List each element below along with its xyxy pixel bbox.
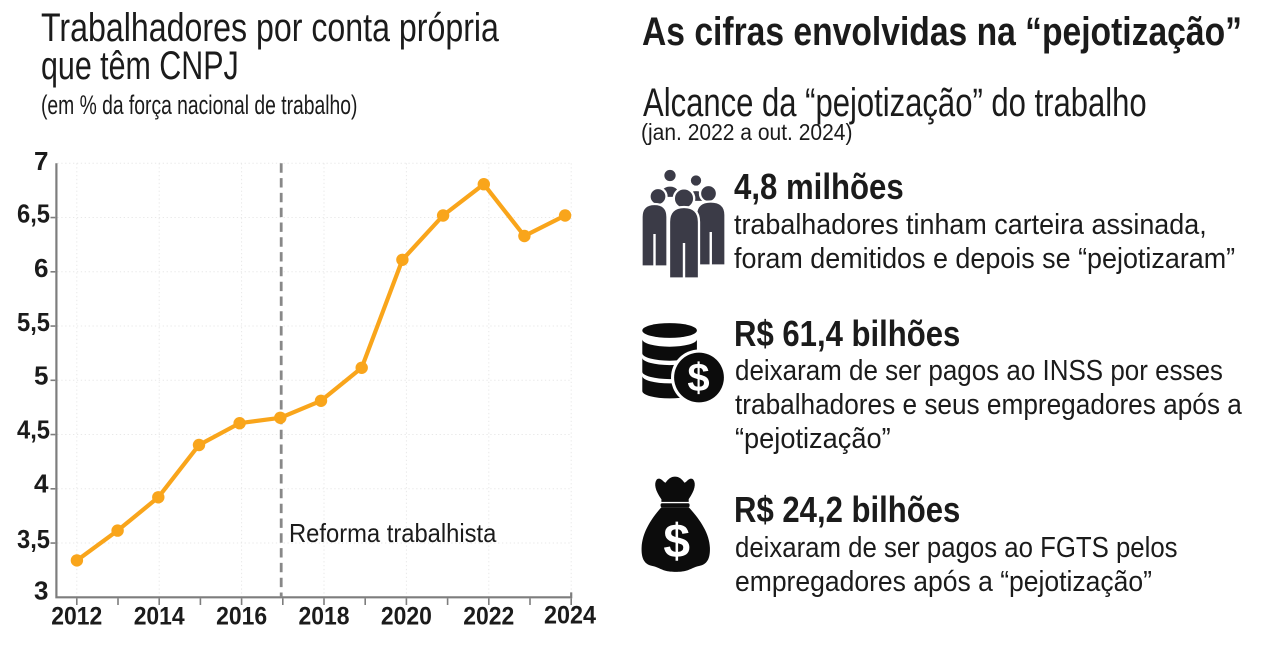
svg-text:2024: 2024 bbox=[544, 601, 596, 629]
svg-text:2022: 2022 bbox=[463, 603, 514, 631]
svg-text:3: 3 bbox=[34, 576, 48, 606]
svg-text:2012: 2012 bbox=[51, 603, 102, 631]
svg-text:5,5: 5,5 bbox=[17, 307, 50, 337]
svg-text:2016: 2016 bbox=[216, 603, 267, 631]
svg-text:7: 7 bbox=[34, 146, 48, 176]
svg-text:2018: 2018 bbox=[299, 603, 350, 631]
svg-text:3,5: 3,5 bbox=[17, 524, 50, 554]
svg-text:2020: 2020 bbox=[381, 603, 432, 631]
svg-text:5: 5 bbox=[34, 361, 48, 391]
svg-text:6,5: 6,5 bbox=[17, 199, 50, 229]
svg-text:4: 4 bbox=[34, 469, 49, 499]
svg-text:6: 6 bbox=[34, 253, 48, 283]
svg-text:4,5: 4,5 bbox=[17, 415, 50, 445]
svg-text:2014: 2014 bbox=[134, 603, 185, 631]
